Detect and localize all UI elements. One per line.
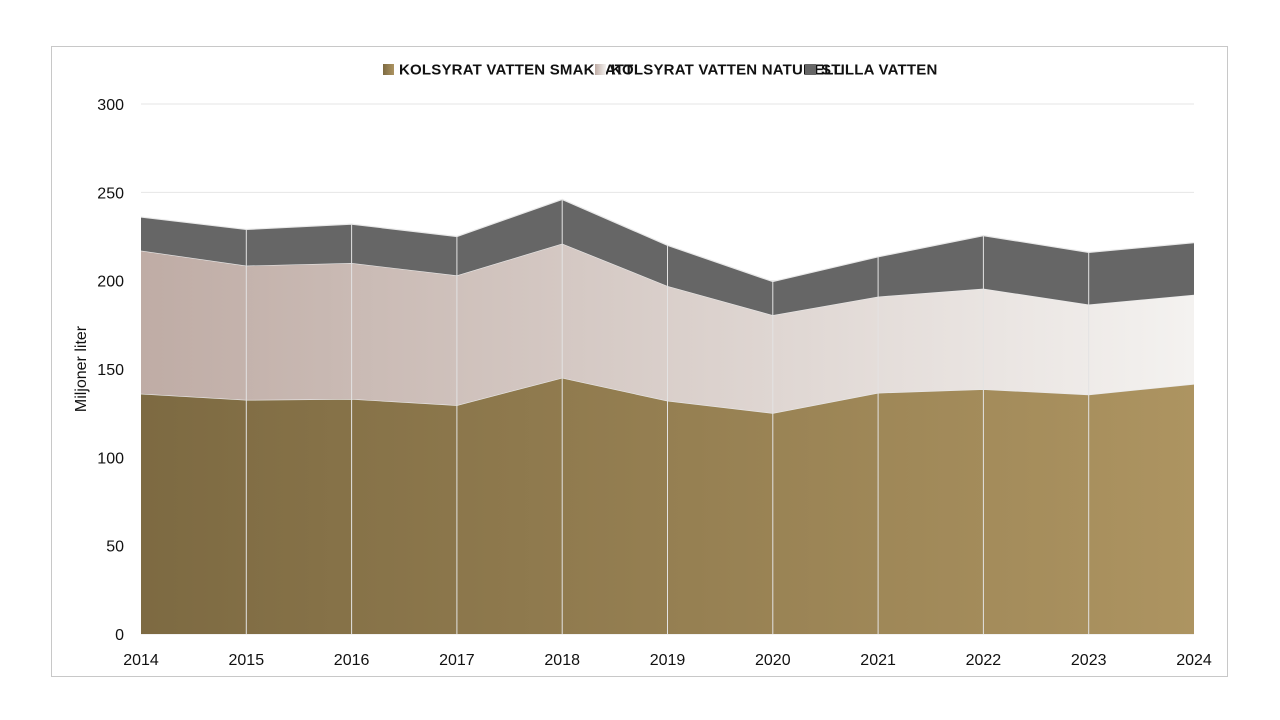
y-tick-label: 0	[115, 627, 124, 644]
legend-swatch	[383, 64, 394, 75]
x-tick-label: 2024	[1176, 652, 1212, 669]
x-tick-label: 2015	[229, 652, 265, 669]
x-tick-label: 2023	[1071, 652, 1107, 669]
x-tick-label: 2021	[860, 652, 896, 669]
x-axis-ticks: 2014 2015 2016 2017 2018 2019 2020 2021 2022 2023…	[123, 652, 1212, 669]
legend-swatch	[595, 64, 606, 75]
legend-item-1: KOLSYRAT VATTEN SMAKSATT	[383, 62, 634, 79]
x-tick-label: 2017	[439, 652, 475, 669]
year-separators	[245, 199, 1090, 634]
x-tick-label: 2014	[123, 652, 159, 669]
x-tick-label: 2020	[755, 652, 791, 669]
legend-item-2: KOLSYRAT VATTEN NATURELL	[595, 62, 843, 79]
x-tick-label: 2022	[966, 652, 1002, 669]
x-tick-label: 2016	[334, 652, 370, 669]
y-tick-label: 300	[97, 97, 124, 114]
y-tick-label: 100	[97, 450, 124, 467]
y-axis-label: Miljoner liter	[73, 325, 90, 412]
y-axis-ticks: 0 50 100 150 200 250 300	[97, 97, 124, 644]
y-tick-label: 200	[97, 274, 124, 291]
legend-label: KOLSYRAT VATTEN SMAKSATT	[399, 62, 634, 79]
legend-label: STILLA VATTEN	[821, 62, 937, 79]
legend-label: KOLSYRAT VATTEN NATURELL	[611, 62, 843, 79]
y-tick-label: 150	[97, 362, 124, 379]
x-tick-label: 2019	[650, 652, 686, 669]
area-series-3-outline	[140, 198, 1195, 283]
legend-item-3: STILLA VATTEN	[805, 62, 937, 79]
y-tick-label: 250	[97, 185, 124, 202]
y-tick-label: 50	[106, 539, 124, 556]
x-tick-label: 2018	[544, 652, 580, 669]
legend-swatch	[805, 64, 816, 75]
